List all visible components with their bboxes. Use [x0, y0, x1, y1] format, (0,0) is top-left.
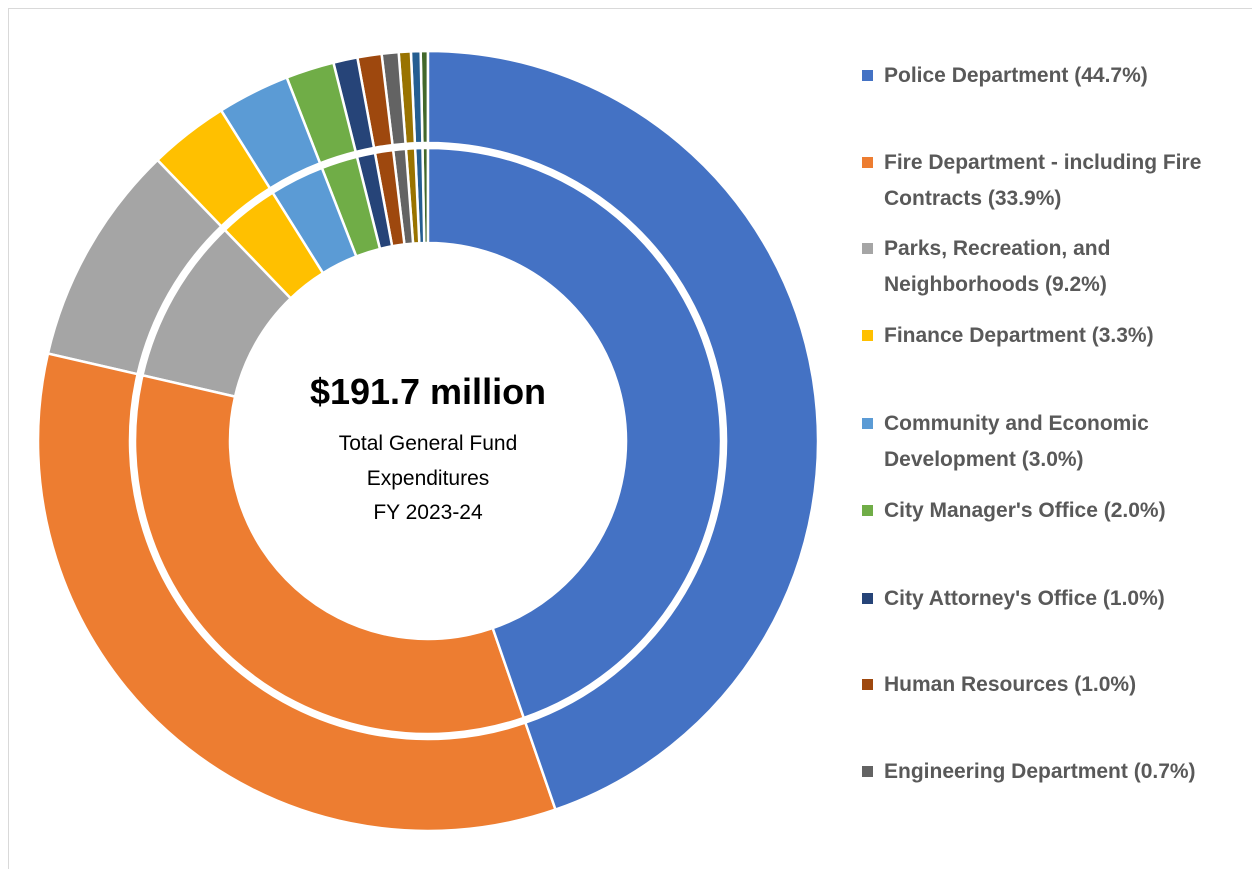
- legend-swatch: [862, 243, 873, 254]
- slice: [140, 228, 293, 399]
- legend-swatch: [862, 157, 873, 168]
- legend-item: City Attorney's Office (1.0%): [862, 581, 1242, 617]
- chart-frame: [8, 8, 1252, 869]
- legend-label: Police Department (44.7%): [884, 64, 1148, 87]
- center-subtitle: Total General Fund: [339, 432, 518, 455]
- legend-item: Community and Economic Development (3.0%…: [862, 406, 1242, 478]
- legend-label: Community and Economic Development (3.0%…: [884, 412, 1149, 471]
- legend-item: Finance Department (3.3%): [862, 318, 1242, 354]
- legend-label: Parks, Recreation, and Neighborhoods (9.…: [884, 237, 1111, 296]
- legend-swatch: [862, 593, 873, 604]
- legend-label: Engineering Department (0.7%): [884, 760, 1196, 783]
- legend-label: Fire Department - including Fire Contrac…: [884, 151, 1202, 210]
- legend-item: Police Department (44.7%): [862, 58, 1242, 94]
- slice: [331, 56, 376, 154]
- slice: [222, 190, 325, 301]
- center-subtitle: Expenditures: [367, 467, 490, 490]
- legend-item: City Manager's Office (2.0%): [862, 493, 1242, 529]
- slice: [355, 52, 394, 150]
- slice: [426, 49, 820, 812]
- slice: [46, 158, 224, 376]
- legend-swatch: [862, 330, 873, 341]
- center-title: $191.7 million: [310, 371, 546, 412]
- legend-swatch: [862, 766, 873, 777]
- chart: $191.7 million Total General Fund Expend…: [36, 49, 820, 833]
- legend-label: Finance Department (3.3%): [884, 324, 1154, 347]
- legend-swatch: [862, 505, 873, 516]
- center-subtitle: FY 2023-24: [373, 501, 483, 524]
- legend-item: Human Resources (1.0%): [862, 667, 1242, 703]
- legend-swatch: [862, 679, 873, 690]
- legend-item: Engineering Department (0.7%): [862, 754, 1242, 790]
- slice: [155, 108, 272, 229]
- slice: [219, 75, 322, 191]
- slice: [270, 166, 358, 275]
- slice: [285, 61, 358, 165]
- legend-label: City Manager's Office (2.0%): [884, 499, 1166, 522]
- slice: [133, 373, 526, 736]
- slice: [36, 352, 558, 833]
- legend-label: Human Resources (1.0%): [884, 673, 1137, 696]
- legend-item: Parks, Recreation, and Neighborhoods (9.…: [862, 231, 1242, 303]
- legend-item: Fire Department - including Fire Contrac…: [862, 145, 1242, 217]
- legend-swatch: [862, 70, 873, 81]
- slice: [320, 155, 382, 259]
- legend-label: City Attorney's Office (1.0%): [884, 587, 1165, 610]
- legend-swatch: [862, 418, 873, 429]
- slice: [426, 146, 723, 720]
